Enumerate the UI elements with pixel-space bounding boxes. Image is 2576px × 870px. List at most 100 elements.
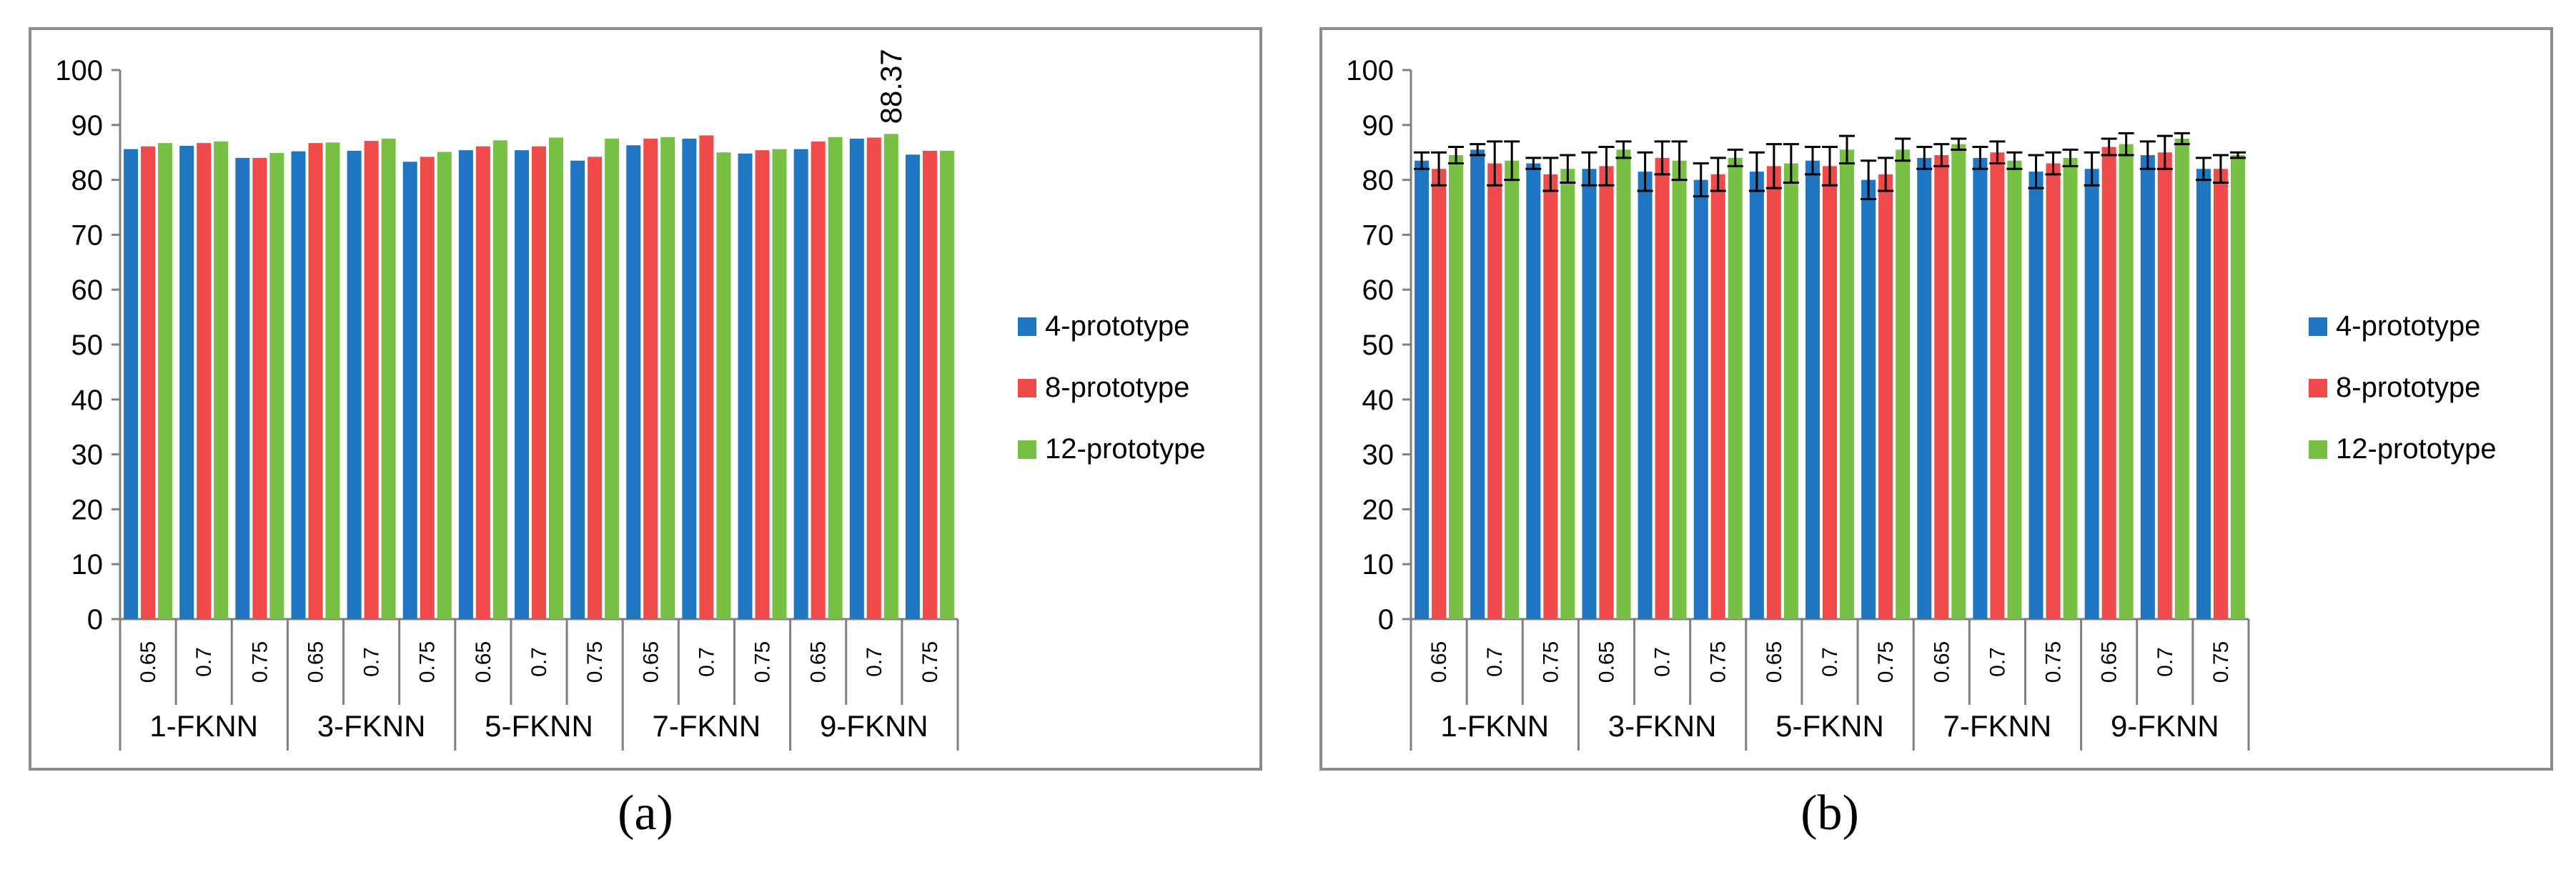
chart-b-bar-8-prototype <box>2102 147 2116 619</box>
chart-b-bar-4-prototype <box>2029 172 2044 619</box>
chart-b-bar-8-prototype <box>2158 152 2172 619</box>
chart-b-category-label: 0.65 <box>1763 641 1786 683</box>
chart-b-bar-8-prototype <box>1487 164 1502 619</box>
chart-a-y-tick-label: 90 <box>71 110 104 142</box>
chart-b-y-tick-label: 20 <box>1362 494 1394 525</box>
chart-b-bar-4-prototype <box>2141 155 2155 619</box>
chart-b-bar-4-prototype <box>1861 180 1876 619</box>
chart-b-bar-4-prototype <box>1582 169 1596 619</box>
chart-b-legend-label: 8-prototype <box>2336 372 2480 403</box>
chart-b-bar-8-prototype <box>1711 174 1725 619</box>
chart-a-bar-12-prototype <box>325 142 340 619</box>
chart-a-bar-12-prototype <box>940 151 954 619</box>
chart-b-category-label: 0.75 <box>1539 641 1562 683</box>
chart-a-bar-8-prototype <box>923 151 937 619</box>
chart-b-group-label: 9-FKNN <box>2111 709 2219 743</box>
chart-b-y-tick-label: 0 <box>1378 604 1394 636</box>
chart-a-category-label: 0.7 <box>192 647 216 677</box>
chart-a-bar-12-prototype <box>828 137 843 619</box>
chart-a-bar-4-prototype <box>682 139 696 619</box>
chart-a-bar-12-prototype <box>214 142 228 619</box>
chart-a-bar-4-prototype <box>291 152 305 619</box>
chart-b-bar-8-prototype <box>1878 174 1893 619</box>
chart-a-bar-4-prototype <box>850 139 864 619</box>
chart-b-y-tick-label: 100 <box>1346 55 1394 86</box>
chart-b-bar-12-prototype <box>1616 149 1630 619</box>
chart-b-category-label: 0.75 <box>2042 641 2066 683</box>
chart-b-bar-4-prototype <box>1694 180 1708 619</box>
chart-b-legend-swatch-8-prototype <box>2309 379 2327 397</box>
chart-b-bar-8-prototype <box>1934 155 1948 619</box>
chart-b-bar-4-prototype <box>1973 158 1987 619</box>
chart-a-bar-4-prototype <box>124 149 138 619</box>
chart-a-y-tick-label: 20 <box>71 494 104 525</box>
chart-a-bar-4-prototype <box>626 145 640 619</box>
chart-a-bar-8-prototype <box>756 150 770 619</box>
chart-a-bar-8-prototype <box>141 147 155 619</box>
chart-a-bar-4-prototype <box>738 154 753 619</box>
chart-b-category-label: 0.65 <box>2098 641 2121 683</box>
chart-a-y-tick-label: 80 <box>71 165 104 197</box>
chart-a-bar-8-prototype <box>588 157 602 619</box>
chart-a-category-label: 0.7 <box>863 647 886 677</box>
chart-b-group-label: 1-FKNN <box>1440 709 1549 743</box>
chart-b-category-label: 0.65 <box>1427 641 1451 683</box>
chart-a-category-label: 0.65 <box>472 641 495 683</box>
chart-b-bar-4-prototype <box>1805 161 1820 619</box>
chart-a-y-tick-label: 0 <box>87 604 103 636</box>
chart-a-bar-12-prototype <box>269 153 284 619</box>
chart-a-y-tick-label: 30 <box>71 440 104 471</box>
chart-b-bar-8-prototype <box>1543 174 1557 619</box>
chart-b-category-label: 0.65 <box>1595 641 1618 683</box>
chart-b-y-tick-label: 30 <box>1362 440 1394 471</box>
chart-a-group-label: 7-FKNN <box>653 709 761 743</box>
chart-a-bar-8-prototype <box>308 143 322 619</box>
chart-a-bar-12-prototype <box>549 137 563 619</box>
chart-a-category-label: 0.75 <box>583 641 607 683</box>
chart-b-legend-swatch-4-prototype <box>2309 317 2327 336</box>
chart-b-category-label: 0.7 <box>1483 647 1507 677</box>
chart-a-bar-8-prototype <box>476 147 490 619</box>
chart-b-bar-12-prototype <box>2064 158 2078 619</box>
chart-b-y-tick-label: 10 <box>1362 549 1394 580</box>
chart-a-y-tick-label: 50 <box>71 330 104 361</box>
chart-a-bar-4-prototype <box>459 150 473 619</box>
chart-b-group-label: 7-FKNN <box>1943 709 2052 743</box>
chart-b-bar-12-prototype <box>1728 158 1743 619</box>
chart-b-bar-8-prototype <box>2046 164 2061 619</box>
chart-b-category-label: 0.75 <box>1707 641 1730 683</box>
chart-b-y-tick-label: 40 <box>1362 385 1394 416</box>
chart-b-bar-8-prototype <box>1823 166 1837 619</box>
chart-a-bar-12-prototype <box>716 152 730 619</box>
chart-a-bar-8-prototype <box>197 143 211 619</box>
chart-a-category-label: 0.75 <box>918 641 942 683</box>
chart-a-category-label: 0.7 <box>527 647 551 677</box>
chart-a-category-label: 0.75 <box>416 641 440 683</box>
chart-a-bar-8-prototype <box>252 158 267 619</box>
chart-b-bar-4-prototype <box>2085 169 2099 619</box>
chart-a-bar-4-prototype <box>906 154 920 619</box>
chart-b-group-label: 3-FKNN <box>1608 709 1717 743</box>
chart-a-bar-12-prototype <box>158 143 172 619</box>
chart-a-y-tick-label: 100 <box>55 55 103 86</box>
chart-a-bar-12-prototype <box>773 149 787 619</box>
chart-b-legend-swatch-12-prototype <box>2309 440 2327 459</box>
chart-b-y-tick-label: 60 <box>1362 275 1394 306</box>
chart-b-bar-8-prototype <box>1767 166 1781 619</box>
chart-b-bar-12-prototype <box>2119 144 2134 619</box>
chart-a-legend-swatch-8-prototype <box>1018 379 1036 397</box>
chart-b-bar-8-prototype <box>1655 158 1670 619</box>
chart-a-category-label: 0.65 <box>639 641 663 683</box>
chart-a-y-tick-label: 70 <box>71 219 104 251</box>
chart-a-legend-swatch-4-prototype <box>1018 317 1036 336</box>
chart-b-bar-12-prototype <box>1505 161 1519 619</box>
chart-b-bar-12-prototype <box>1951 144 1966 619</box>
chart-a-bar-4-prototype <box>179 146 194 619</box>
chart-a-bar-8-prototype <box>811 142 826 619</box>
chart-a: 0 10 20 30 40 50 60 70 80 90 100 0.65 0.7 0.75 0.65 0.7… <box>29 27 1262 771</box>
chart-a-legend-label: 8-prototype <box>1045 372 1189 403</box>
chart-a-group-label: 3-FKNN <box>317 709 426 743</box>
chart-a-bar-12-prototype <box>605 139 619 619</box>
chart-b-bar-8-prototype <box>1599 166 1613 619</box>
chart-a-y-tick-label: 40 <box>71 385 104 416</box>
